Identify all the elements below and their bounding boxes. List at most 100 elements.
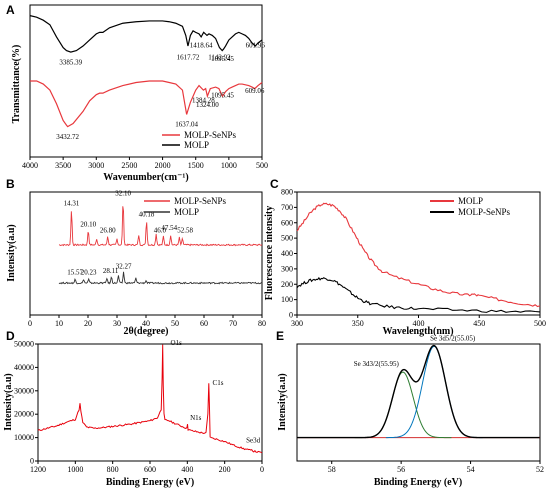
panel-a-letter: A: [6, 3, 15, 17]
peak-annotation: 1384.28: [192, 96, 215, 104]
y-tick-label: 200: [281, 280, 293, 289]
peak-annotation: 26.80: [100, 227, 116, 235]
peak-annotation: 47.54: [161, 224, 177, 232]
panel-e-annotations: Se 3d3/2(55.95) Se 3d5/2(55.05): [354, 334, 476, 368]
panel-b-xlabel: 2θ(degree): [123, 326, 168, 337]
x-tick-label: 1000: [67, 465, 83, 474]
x-tick-label: 2500: [121, 161, 137, 170]
legend-label: MOLP-SeNPs: [184, 130, 237, 140]
y-tick-label: 100: [281, 295, 293, 304]
peak-annotation: 1324.00: [196, 101, 219, 109]
y-tick-label: 600: [281, 218, 293, 227]
y-tick-label: 500: [281, 234, 293, 243]
peak-annotation: 14.31: [64, 200, 80, 208]
peak-annotation: 3385.39: [59, 58, 82, 66]
legend-label: MOLP-SeNPs: [174, 196, 227, 206]
panel-b-xrd: B 2θ(degree) Intensity(a.u) 0 10 20 30 40 50 6…: [6, 177, 266, 337]
y-tick-label: 50000: [14, 340, 34, 349]
series-line-molp: [58, 271, 263, 285]
x-tick-label: 80: [258, 319, 266, 328]
peak-annotation: 1095.45: [211, 92, 234, 100]
panel-e-letter: E: [276, 329, 284, 343]
y-tick-label: 0: [30, 457, 34, 466]
peak-annotation: 32.27: [116, 262, 132, 270]
series-line-molp: [296, 202, 541, 308]
panel-b-series: [58, 206, 263, 285]
x-tick-label: 0: [260, 465, 264, 474]
panel-d-y-ticks: 0 10000 20000 30000 40000 50000: [14, 340, 38, 466]
peak-annotation: 20.23: [81, 268, 97, 276]
x-tick-label: 30: [113, 319, 121, 328]
component-label: Se 3d5/2(55.05): [430, 334, 476, 342]
panel-a-x-ticks: 4000 3500 3000 2500 2000 1500 1000 500: [22, 157, 268, 170]
panel-a-annotations: 3385.391617.721418.641142.921095.45601.9…: [56, 42, 265, 141]
peak-annotation: 28.11: [103, 267, 119, 275]
panel-e-x-ticks: 58 56 54 52: [328, 461, 544, 474]
panel-a-ftir: A Wavenumber(cm⁻¹) Transmittance(%) 4000…: [6, 3, 268, 183]
x-tick-label: 1000: [221, 161, 237, 170]
x-tick-label: 58: [328, 465, 336, 474]
panel-d-series: [37, 344, 263, 454]
x-tick-label: 1500: [188, 161, 204, 170]
panel-d-annotations: O1s C1s N1s Se3d: [171, 339, 261, 445]
peak-annotation: 1418.64: [190, 42, 213, 50]
peak-annotation: 601.96: [246, 42, 266, 50]
panel-c-series: [296, 202, 541, 313]
x-tick-label: 10: [55, 319, 63, 328]
x-tick-label: 300: [291, 319, 303, 328]
peak-annotation: 1637.04: [175, 121, 198, 129]
panel-a-xlabel: Wavenumber(cm⁻¹): [103, 172, 188, 183]
x-tick-label: 40: [142, 319, 150, 328]
panel-b-annotations: 14.31 20.10 26.80 32.10 40.18 46.047.54 52.58 1…: [64, 190, 194, 277]
peak-annotation: 1617.72: [177, 54, 200, 62]
x-tick-label: 400: [181, 465, 193, 474]
panel-c-letter: C: [270, 177, 279, 191]
y-tick-label: 700: [281, 203, 293, 212]
panel-a-ylabel: Transmittance(%): [11, 45, 22, 124]
x-tick-label: 350: [352, 319, 364, 328]
panel-c-y-ticks: 0 100 200 300 400 500 600 700 800: [281, 188, 297, 320]
peak-annotation: 46.0: [154, 227, 167, 235]
peak-annotation: Se3d: [246, 437, 261, 445]
panel-b-x-ticks: 0 10 20 30 40 50 60 70 80: [28, 315, 266, 328]
legend-label: MOLP: [458, 196, 483, 206]
x-tick-label: 0: [28, 319, 32, 328]
series-line-molp-senps: [30, 80, 263, 128]
panel-b-letter: B: [6, 177, 15, 191]
panel-c-ylabel: Fluorescence intensity: [264, 206, 275, 301]
panel-e-se3d: E Binding Energy (eV) Intensity(a.u) 58 5…: [276, 329, 544, 488]
peak-annotation: N1s: [190, 414, 202, 422]
series-line-survey: [37, 344, 263, 454]
x-tick-label: 20: [84, 319, 92, 328]
legend-label: MOLP: [174, 207, 199, 217]
y-tick-label: 30000: [14, 386, 34, 395]
component-label: Se 3d3/2(55.95): [354, 360, 400, 368]
panel-e-xlabel: Binding Energy (eV): [374, 477, 462, 488]
peak-annotation: 20.10: [80, 220, 96, 228]
panel-b-ylabel: Intensity(a.u): [6, 224, 17, 282]
x-tick-label: 56: [397, 465, 405, 474]
envelope-line: [297, 344, 540, 439]
x-tick-label: 800: [107, 465, 119, 474]
x-tick-label: 54: [467, 465, 475, 474]
x-tick-label: 52: [536, 465, 544, 474]
component-line: [385, 345, 483, 439]
panel-c-fluorescence: C Wavelength(nm) Fluorescence intensity …: [264, 177, 546, 337]
panel-e-frame: [296, 343, 541, 462]
panel-a-series: [29, 15, 263, 128]
x-tick-label: 400: [413, 319, 425, 328]
peak-annotation: C1s: [213, 379, 224, 387]
y-tick-label: 20000: [14, 410, 34, 419]
x-tick-label: 60: [200, 319, 208, 328]
series-line-molp: [29, 15, 263, 53]
x-tick-label: 500: [256, 161, 268, 170]
panel-d-x-ticks: 1200 1000 800 600 400 200 0: [30, 461, 264, 474]
peak-annotation: 15.57: [67, 268, 83, 276]
y-tick-label: 300: [281, 264, 293, 273]
panel-d-xlabel: Binding Energy (eV): [106, 477, 194, 488]
peak-annotation: 3432.72: [56, 133, 79, 141]
y-tick-label: 400: [281, 249, 293, 258]
